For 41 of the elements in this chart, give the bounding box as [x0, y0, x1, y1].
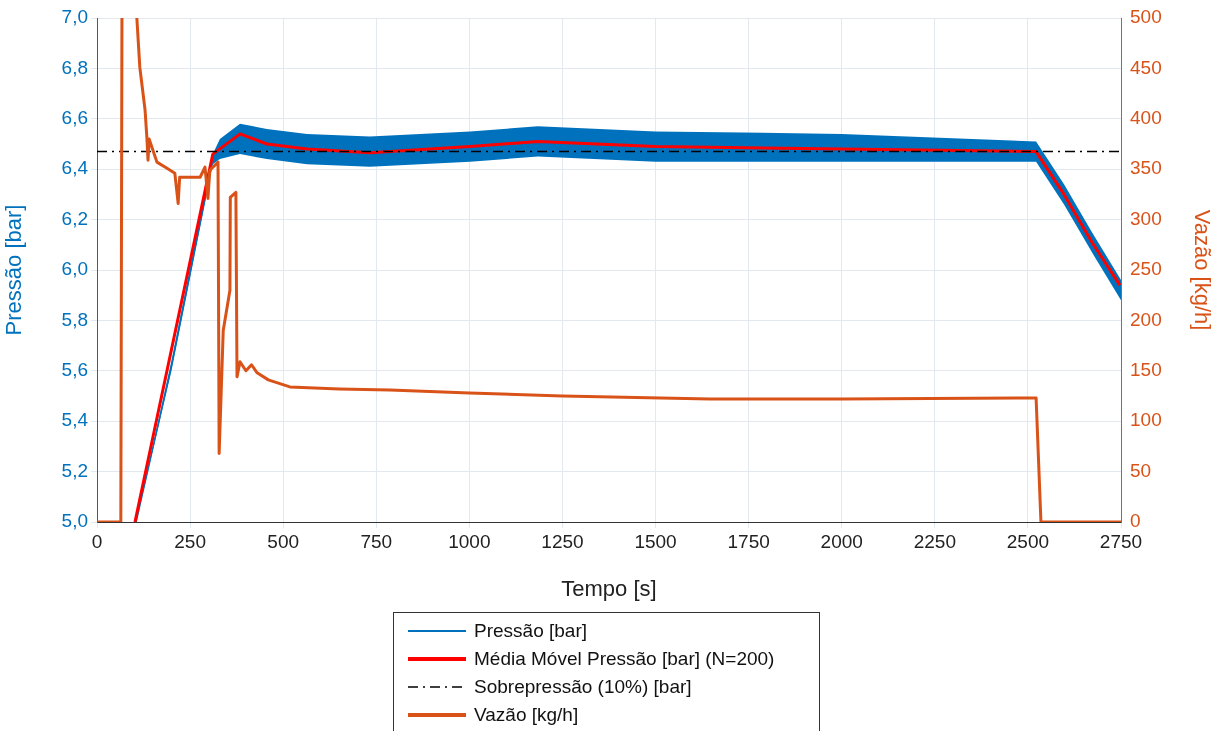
y-tick-label: 5,6 — [61, 359, 88, 381]
y2-tick-label: 250 — [1130, 258, 1162, 280]
y2-tick-label: 450 — [1130, 56, 1162, 78]
y2-tick-label: 350 — [1130, 157, 1162, 179]
x-tick-label: 2000 — [820, 530, 863, 552]
x-tick-label: 1500 — [634, 530, 677, 552]
x-tick-label: 0 — [91, 530, 103, 552]
y-tick-label: 7,0 — [61, 6, 88, 28]
x-tick-label: 2250 — [913, 530, 956, 552]
x-tick-label: 1250 — [541, 530, 584, 552]
y2-tick-label: 400 — [1130, 107, 1162, 129]
x-tick-label: 1000 — [448, 530, 491, 552]
y2-tick-label: 0 — [1130, 510, 1141, 532]
y2-axis-title: Vazão [kg/h] — [1189, 209, 1215, 331]
legend-label: Média Móvel Pressão [bar] (N=200) — [474, 648, 775, 670]
y-tick-label: 5,2 — [61, 459, 88, 481]
x-tick-label: 750 — [360, 530, 393, 552]
x-tick-label: 1750 — [727, 530, 770, 552]
y-tick-label: 6,8 — [61, 56, 88, 78]
x-tick-label: 250 — [174, 530, 206, 552]
y-tick-label: 5,8 — [61, 308, 88, 330]
x-axis-title: Tempo [s] — [561, 575, 657, 601]
x-tick-label: 500 — [267, 530, 300, 552]
y-tick-label: 5,4 — [61, 409, 89, 431]
legend-label: Vazão [kg/h] — [474, 704, 579, 726]
y2-tick-label: 500 — [1130, 6, 1162, 28]
x-tick-label: 2750 — [1099, 530, 1143, 552]
y2-tick-label: 150 — [1130, 359, 1162, 381]
x-tick-label: 2500 — [1006, 530, 1050, 552]
y-tick-label: 6,6 — [61, 107, 88, 129]
y2-tick-label: 50 — [1130, 459, 1152, 481]
y2-tick-label: 200 — [1130, 308, 1162, 330]
y2-tick-label: 100 — [1130, 409, 1162, 431]
y-tick-label: 6,0 — [61, 258, 88, 280]
y-axis-title: Pressão [bar] — [1, 204, 27, 336]
y-tick-label: 6,2 — [61, 207, 88, 229]
y2-tick-label: 300 — [1130, 207, 1162, 229]
y-tick-label: 5,0 — [61, 510, 88, 532]
legend-label: Pressão [bar] — [474, 620, 587, 642]
y-tick-label: 6,4 — [61, 157, 89, 179]
legend-label: Sobrepressão (10%) [bar] — [474, 676, 692, 698]
